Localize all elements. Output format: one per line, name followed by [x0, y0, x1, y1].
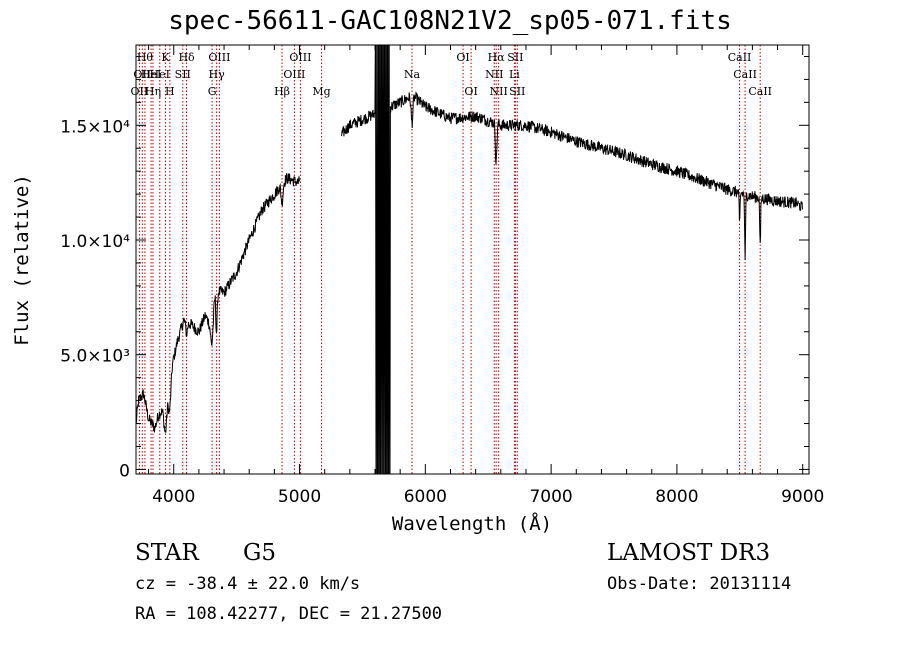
- reference-lines-group: [138, 45, 761, 474]
- ref-label-8: SII: [175, 68, 191, 81]
- flux-line: [135, 44, 803, 475]
- ref-label-18: OI: [456, 51, 469, 64]
- ref-label-6: K: [161, 51, 170, 64]
- ref-label-25: SII: [509, 85, 525, 98]
- x-tick-label-2: 6000: [404, 487, 447, 507]
- ref-label-22: NII: [490, 85, 508, 98]
- ref-label-11: Hγ: [209, 68, 226, 81]
- reference-labels-group: OIIOIIHθHeIHηHeIKHSIIHδGHγOIIIHβOIIIOIII…: [131, 51, 772, 98]
- ref-label-7: H: [165, 85, 175, 98]
- y-tick-label-1: 5.0×10³: [60, 347, 130, 367]
- x-tick-label-0: 4000: [152, 487, 195, 507]
- ref-label-13: Hβ: [274, 85, 290, 98]
- ref-label-28: CaII: [748, 85, 772, 98]
- ra-dec: RA = 108.42277, DEC = 21.27500: [135, 604, 443, 624]
- ref-label-2: Hθ: [137, 51, 154, 64]
- x-tick-label-1: 5000: [278, 487, 321, 507]
- ref-label-27: CaII: [733, 68, 757, 81]
- x-axis-label: Wavelength (Å): [392, 512, 552, 535]
- ref-label-15: OIII: [289, 51, 311, 64]
- ref-label-23: Li: [509, 68, 520, 81]
- ref-label-19: OI: [464, 85, 477, 98]
- x-tick-label-4: 8000: [655, 487, 698, 507]
- y-tick-label-0: 0: [119, 461, 130, 481]
- ref-label-17: Na: [404, 68, 421, 81]
- ref-label-5: HeI: [150, 68, 170, 81]
- ref-label-16: Mg: [312, 85, 330, 98]
- ref-label-1: OII: [133, 68, 151, 81]
- object-class: STAR: [135, 540, 199, 566]
- ref-label-14: OIII: [283, 68, 305, 81]
- ref-label-24: SII: [507, 51, 523, 64]
- y-tick-label-2: 1.0×10⁴: [60, 232, 130, 252]
- chart-title: spec-56611-GAC108N21V2_sp05-071.fits: [168, 6, 732, 36]
- observation-date: Obs-Date: 20131114: [607, 574, 792, 594]
- plot-frame: [135, 44, 810, 475]
- x-tick-label-3: 7000: [529, 487, 572, 507]
- ref-label-10: G: [208, 85, 217, 98]
- ref-label-12: OIII: [208, 51, 230, 64]
- ref-label-9: Hδ: [178, 51, 195, 64]
- y-axis-ticks: 0 5.0×10³ 1.0×10⁴ 1.5×10⁴: [60, 55, 809, 481]
- ref-label-3: HeI: [141, 68, 161, 81]
- ref-label-21: Hα: [488, 51, 506, 64]
- x-tick-label-5: 9000: [781, 487, 824, 507]
- ref-label-0: OII: [131, 85, 149, 98]
- redshift-velocity: cz = -38.4 ± 22.0 km/s: [135, 574, 361, 594]
- ref-label-26: CaII: [728, 51, 752, 64]
- y-tick-label-3: 1.5×10⁴: [60, 117, 130, 137]
- y-axis-label: Flux (relative): [11, 174, 33, 346]
- ref-label-4: Hη: [145, 85, 161, 98]
- x-axis-ticks: 4000 5000 6000 7000 8000 9000: [148, 45, 824, 507]
- survey-name: LAMOST DR3: [607, 540, 771, 566]
- object-subclass: G5: [243, 540, 277, 566]
- ref-label-20: NII: [485, 68, 503, 81]
